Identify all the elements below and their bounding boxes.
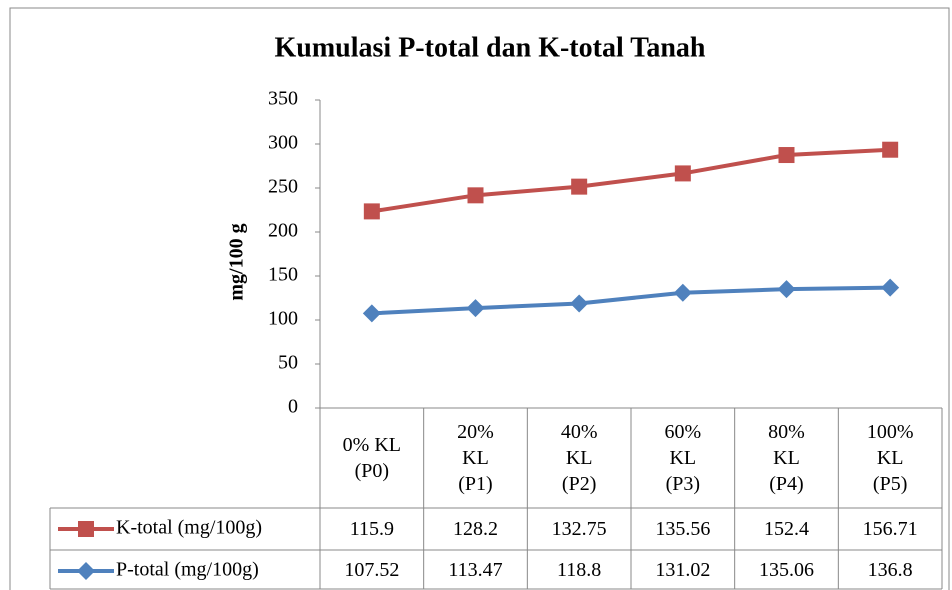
table-value-text: 131.02 <box>655 558 711 581</box>
series-line <box>371 285 891 316</box>
x-tick-label: 20% KL (P1) <box>424 408 528 508</box>
table-value-text: 118.8 <box>557 558 602 581</box>
legend-marker <box>78 521 94 537</box>
table-value: 115.9 <box>320 508 424 550</box>
table-value: 152.4 <box>735 508 839 550</box>
table-value-text: 107.52 <box>344 558 400 581</box>
x-tick-label-text: 0% KL (P0) <box>342 434 401 482</box>
table-value: 132.75 <box>527 508 631 550</box>
x-tick-label-text: 60% KL (P3) <box>664 421 702 495</box>
table-value-text: 115.9 <box>349 518 394 540</box>
legend-label: P-total (mg/100g) <box>116 559 259 581</box>
marker <box>882 141 899 158</box>
table-value: 156.71 <box>838 508 942 550</box>
table-value: 131.02 <box>631 550 735 589</box>
table-value: 136.8 <box>838 550 942 589</box>
x-tick-label-text: 100% KL (P5) <box>866 421 914 495</box>
legend-marker <box>77 562 95 580</box>
table-value: 135.56 <box>631 508 735 550</box>
x-tick-label: 60% KL (P3) <box>631 408 735 508</box>
x-tick-label: 80% KL (P4) <box>735 408 839 508</box>
y-tick-label: 50 <box>278 352 298 374</box>
table-value-text: 156.71 <box>862 518 918 540</box>
x-tick-label-text: 80% KL (P4) <box>768 421 805 495</box>
chart-border <box>9 7 950 590</box>
x-tick-label: 0% KL (P0) <box>320 408 424 508</box>
y-tick-label: 250 <box>268 176 298 198</box>
y-tick-label: 300 <box>268 132 298 154</box>
x-tick-label-text: 40% KL (P2) <box>560 421 598 495</box>
x-tick-label: 100% KL (P5) <box>838 408 942 508</box>
table-value-text: 135.56 <box>655 518 711 540</box>
marker <box>363 203 380 220</box>
marker <box>570 294 589 313</box>
table-value: 118.8 <box>527 550 631 589</box>
table-value: 113.47 <box>424 550 528 589</box>
marker <box>778 147 795 164</box>
y-tick-label: 100 <box>268 308 298 330</box>
y-tick-label: 150 <box>268 264 298 286</box>
marker <box>881 278 900 297</box>
chart-title: Kumulasi P-total dan K-total Tanah <box>275 32 706 63</box>
marker <box>362 304 381 323</box>
y-tick-label: 0 <box>288 396 298 418</box>
table-value-text: 136.8 <box>867 558 913 581</box>
table-value: 107.52 <box>320 550 424 589</box>
table-value: 135.06 <box>735 550 839 589</box>
marker <box>467 187 484 204</box>
marker <box>777 280 796 299</box>
y-tick-label: 200 <box>268 220 298 242</box>
table-value-text: 113.47 <box>448 558 503 581</box>
x-tick-label-text: 20% KL (P1) <box>457 421 494 495</box>
series-line <box>371 147 891 214</box>
table-value-text: 132.75 <box>551 518 607 540</box>
table-value-text: 152.4 <box>763 518 809 540</box>
marker <box>466 299 485 318</box>
table-value-text: 135.06 <box>758 558 814 581</box>
legend-label: K-total (mg/100g) <box>116 517 262 539</box>
table-value-text: 128.2 <box>452 518 498 540</box>
y-axis-label: mg/100 g <box>226 223 248 300</box>
marker <box>571 178 588 195</box>
marker <box>674 165 691 182</box>
table-value: 128.2 <box>424 508 528 550</box>
marker <box>673 283 692 302</box>
y-tick-label: 350 <box>268 88 298 110</box>
x-tick-label: 40% KL (P2) <box>527 408 631 508</box>
